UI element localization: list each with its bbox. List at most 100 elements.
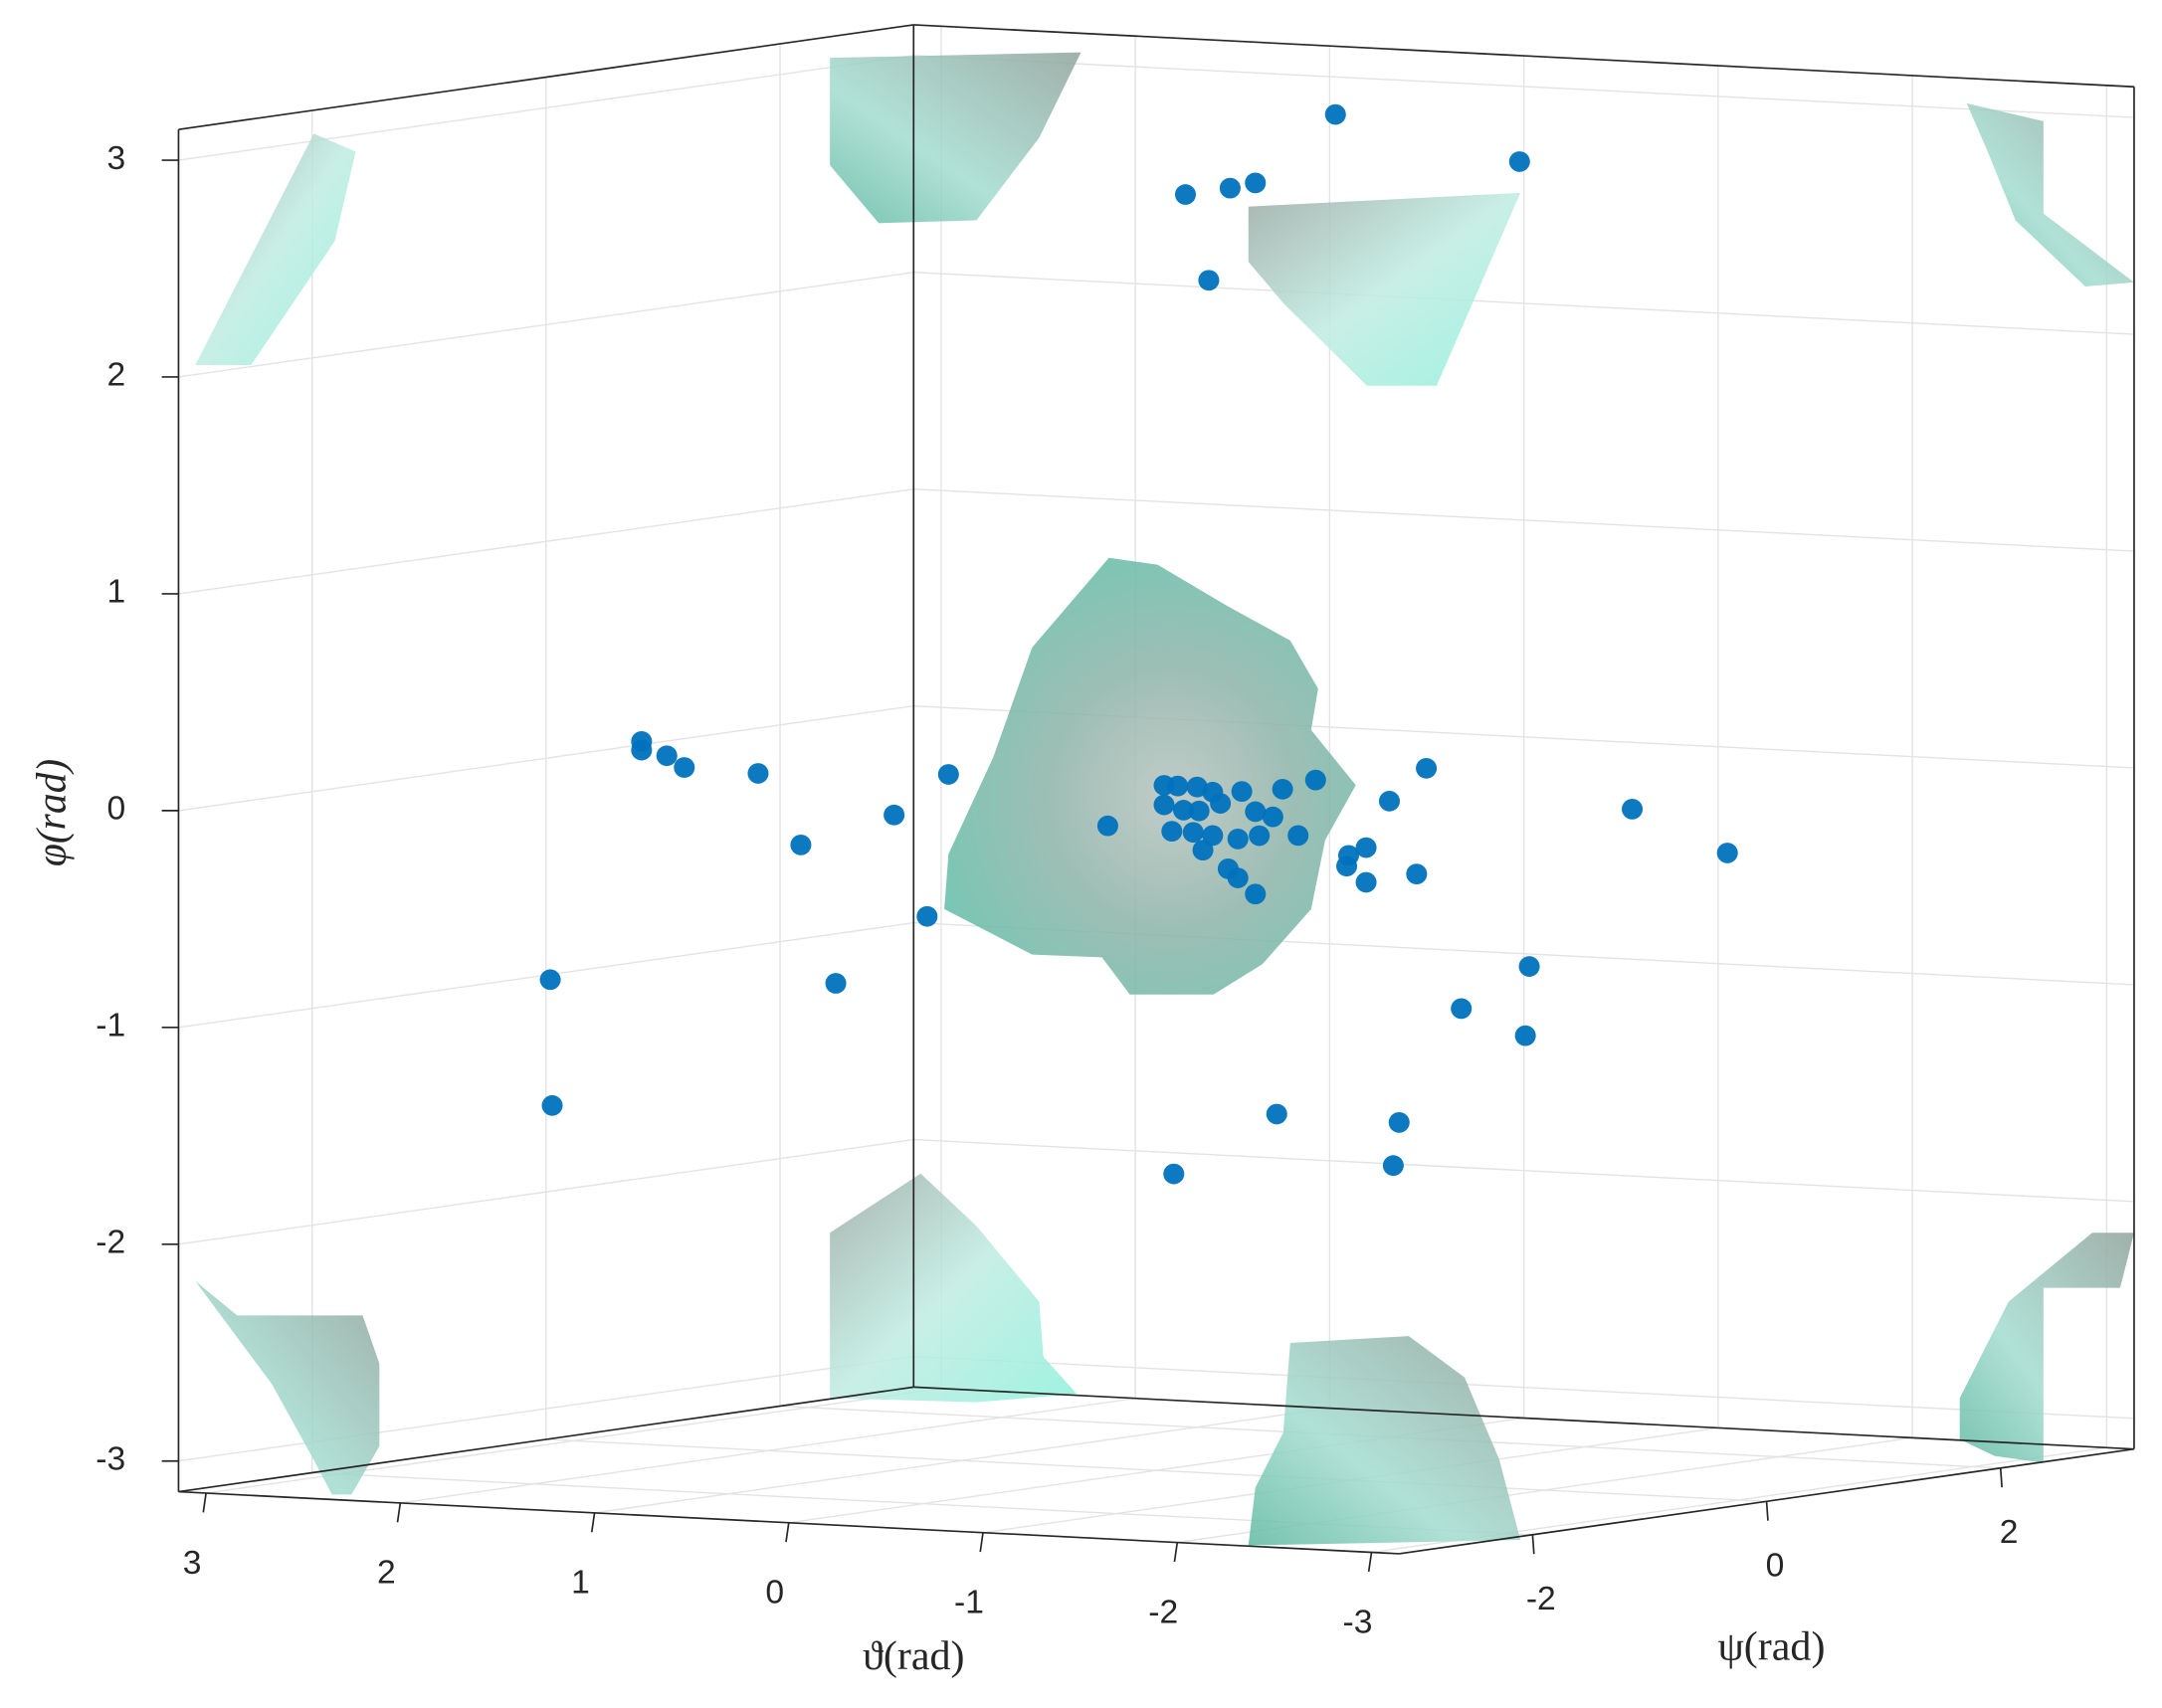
grid-line [913, 488, 2134, 552]
axes-box: 3 2 1 0 -1 -2 -3 -2 0 2 3 2 1 0 -1 -2 -3 [96, 24, 2135, 1640]
point [631, 739, 653, 761]
x-tick-label: -1 [954, 1585, 984, 1621]
isosurface [1959, 1233, 2134, 1463]
point [790, 834, 812, 855]
point [1245, 883, 1267, 905]
point [1304, 769, 1326, 791]
point [1153, 794, 1175, 816]
points [539, 103, 1738, 1185]
x-tick-label: 2 [377, 1555, 396, 1592]
x-tick-label: 0 [765, 1575, 784, 1612]
x-tick [1367, 1552, 1373, 1573]
point [884, 804, 905, 826]
x-tick [1173, 1542, 1179, 1563]
point [1202, 825, 1224, 847]
point [1622, 798, 1644, 820]
y-tick-label: 2 [2000, 1514, 2019, 1551]
z-tick-label: 1 [106, 574, 125, 611]
point [1245, 801, 1267, 823]
isosurface [830, 1173, 1078, 1403]
x-tick [202, 1492, 207, 1513]
point [1324, 103, 1346, 125]
grid-line [545, 1438, 1767, 1502]
x-axis-label: ϑ(rad) [863, 1633, 965, 1679]
x-tick-label: 1 [571, 1565, 590, 1602]
point [1716, 843, 1738, 863]
y-tick [1765, 1501, 1769, 1521]
grid-line [178, 1138, 914, 1245]
grid-line [913, 272, 2134, 335]
z-tick-label: 2 [106, 357, 125, 394]
point [1210, 793, 1232, 814]
point [937, 764, 959, 785]
point [674, 757, 695, 778]
point [1231, 781, 1253, 802]
isosurface [944, 557, 1356, 995]
point [825, 973, 847, 994]
x-tick [396, 1502, 402, 1523]
point [1451, 998, 1473, 1020]
point [1508, 151, 1530, 172]
x-tick [785, 1522, 790, 1543]
isosurface [195, 133, 356, 365]
point [1192, 840, 1214, 861]
point [1227, 867, 1249, 888]
y-tick-label: 0 [1766, 1548, 1785, 1585]
labels: ϑ(rad) ψ(rad) φ(rad) [30, 759, 1826, 1679]
point [1188, 800, 1210, 822]
point [1167, 775, 1189, 797]
x-tick-label: 3 [183, 1545, 202, 1582]
grid-line [913, 1138, 2134, 1203]
point [1514, 1025, 1536, 1046]
point [1355, 871, 1377, 893]
grid-line [178, 272, 914, 378]
axis-line [913, 24, 2135, 89]
isosurface [830, 52, 1081, 224]
axis-line [178, 24, 914, 130]
point [747, 763, 769, 784]
isosurface [1966, 102, 2134, 287]
point [541, 1094, 563, 1116]
isosurface [1248, 192, 1521, 386]
z-tick-label: -1 [96, 1008, 125, 1044]
point [1406, 863, 1428, 885]
point [1227, 828, 1249, 850]
point [1416, 757, 1438, 779]
point [539, 969, 561, 991]
point [1163, 1163, 1185, 1185]
point [1262, 806, 1283, 828]
grid-line [178, 704, 914, 812]
isosurface [195, 1280, 380, 1495]
point [1518, 956, 1540, 977]
point [656, 745, 678, 767]
point [1245, 172, 1267, 194]
point [1378, 790, 1400, 812]
point [1272, 778, 1293, 800]
point [1173, 800, 1195, 821]
point [1174, 184, 1197, 205]
y-tick [1531, 1534, 1535, 1555]
grid-line [178, 488, 914, 595]
x-tick [590, 1512, 596, 1533]
point [1182, 822, 1204, 844]
point [1355, 837, 1377, 858]
point [1287, 825, 1309, 847]
axis-line [913, 1386, 2135, 1450]
axis-line [178, 1386, 914, 1493]
y-tick-label: -2 [1526, 1581, 1556, 1617]
z-tick-label: -2 [96, 1225, 125, 1261]
point [1198, 270, 1220, 291]
point [1249, 825, 1271, 847]
isosurface [1248, 1336, 1521, 1546]
z-axis-label: φ(rad) [30, 759, 76, 866]
z-tick-label: 0 [106, 791, 125, 828]
x-tick-label: -2 [1148, 1595, 1178, 1631]
point [1382, 1155, 1404, 1177]
point [1096, 815, 1118, 837]
point [1161, 821, 1183, 843]
point [1336, 855, 1358, 877]
grid-line [178, 55, 914, 161]
point [1266, 1103, 1287, 1125]
